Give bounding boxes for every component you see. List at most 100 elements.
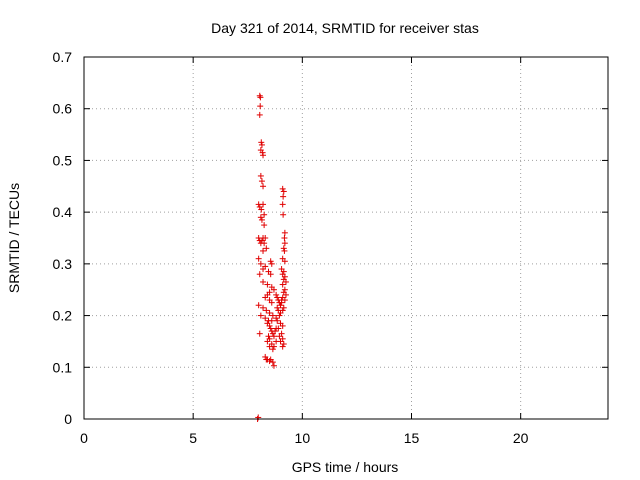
y-tick-label: 0.6 [53,101,73,117]
y-tick-label: 0.1 [53,359,73,375]
chart-title: Day 321 of 2014, SRMTID for receiver sta… [211,20,479,36]
data-point [280,193,287,200]
data-point [260,304,267,311]
data-point [281,258,288,265]
data-point [258,178,265,185]
y-tick-label: 0.2 [53,308,73,324]
data-point [257,312,264,319]
data-point [269,312,276,319]
data-point [263,245,270,252]
y-tick-label: 0 [64,411,72,427]
data-point [279,322,286,329]
data-point [267,258,274,265]
data-point [280,188,287,195]
x-tick-label: 5 [189,430,197,446]
data-point [255,255,262,262]
x-tick-label: 10 [295,430,311,446]
data-point [281,297,288,304]
data-point [260,183,267,190]
data-point [255,414,262,421]
data-point [280,211,287,218]
data-point [273,291,280,298]
x-axis-label: GPS time / hours [292,459,399,475]
data-point [279,185,286,192]
x-tick-label: 20 [513,430,529,446]
data-point [261,240,268,247]
data-point [279,201,286,208]
data-point [269,346,276,353]
data-point [269,359,276,366]
data-point [262,315,269,322]
data-point [260,201,267,208]
data-point [274,294,281,301]
data-point [256,92,263,99]
data-point [260,152,267,159]
data-point [262,294,269,301]
data-point [266,309,273,316]
data-point [257,94,264,101]
y-tick-label: 0.5 [53,152,73,168]
data-point [257,172,264,179]
data-point [276,312,283,319]
data-point [256,271,263,278]
data-point [268,260,275,267]
data-point [255,302,262,309]
data-point [264,338,271,345]
data-point [281,286,288,293]
data-point [266,343,273,350]
data-point [258,141,265,148]
data-point [261,222,268,229]
data-point [277,302,284,309]
data-point [279,281,286,288]
x-tick-label: 15 [404,430,420,446]
data-point [261,211,268,218]
data-point [280,304,287,311]
data-point [266,322,273,329]
data-point [276,333,283,340]
data-point [256,330,263,337]
data-point [262,263,269,270]
data-point [277,338,284,345]
data-point [282,278,289,285]
data-point [273,315,280,322]
data-point [257,260,264,267]
data-point [275,325,282,332]
data-point [280,341,287,348]
y-axis-label: SRMTID / TECUs [6,183,22,293]
data-point [257,103,264,110]
data-point [257,214,264,221]
data-point [278,299,285,306]
data-point [260,247,267,254]
grid [84,57,608,419]
data-point [265,333,272,340]
x-tick-label: 0 [80,430,88,446]
data-point [282,291,289,298]
data-point [262,235,269,241]
data-point [267,325,274,332]
data-point [281,235,288,241]
data-point [281,240,288,247]
data-point [258,216,265,223]
data-point [260,278,267,285]
data-point [279,307,286,314]
data-point [280,268,287,275]
data-point [281,247,288,254]
data-point [272,328,279,335]
y-tick-label: 0.7 [53,49,73,65]
data-point [263,307,270,314]
data-point [268,299,275,306]
data-point [270,333,277,340]
data-point [256,111,263,118]
data-point [280,245,287,252]
data-point [268,317,275,324]
plot-frame [83,56,609,420]
y-tick-label: 0.4 [53,204,73,220]
data-point [274,317,281,324]
data-point [270,286,277,293]
data-point [281,229,288,236]
axis-ticks: 0 0.1 0.2 0.3 0.4 0.5 0.6 0.7 0 5 10 15 20 [53,49,608,446]
data-point [258,139,265,146]
data-point [267,271,274,278]
data-point [274,304,281,311]
